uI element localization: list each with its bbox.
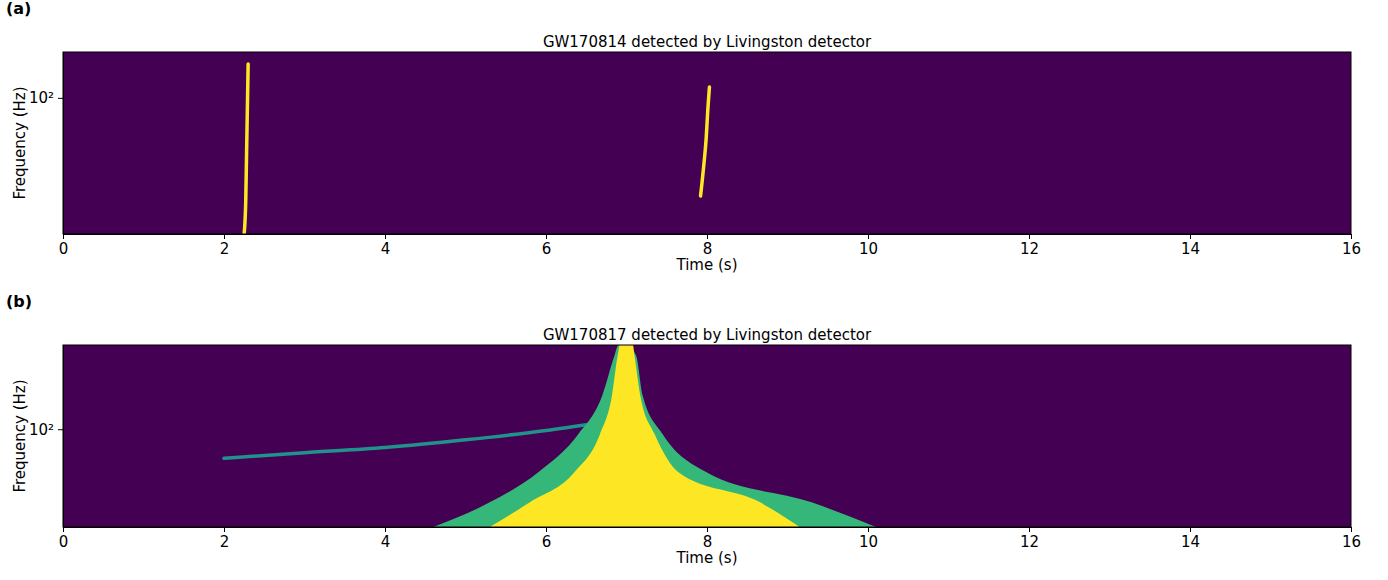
tick-mark xyxy=(58,429,63,430)
plot-frame xyxy=(63,52,1351,234)
tick-label: 16 xyxy=(1342,533,1361,551)
x-axis-title: Time (s) xyxy=(676,256,738,274)
tick-label: 0 xyxy=(59,533,69,551)
x-tick: 14 xyxy=(1181,527,1200,551)
x-tick: 6 xyxy=(542,527,552,551)
tick-label: 14 xyxy=(1181,533,1200,551)
signal-track xyxy=(244,64,248,234)
panel-label: (a) xyxy=(6,0,31,18)
x-tick: 0 xyxy=(59,527,69,551)
x-tick: 2 xyxy=(220,527,230,551)
x-tick: 2 xyxy=(220,234,230,258)
tick-mark xyxy=(63,234,64,239)
tick-mark xyxy=(868,527,869,532)
y-tick: 10² xyxy=(29,89,63,107)
x-tick: 14 xyxy=(1181,234,1200,258)
x-tick: 8 xyxy=(703,527,713,551)
axis-line xyxy=(63,346,64,528)
tick-label: 8 xyxy=(703,533,713,551)
x-tick: 12 xyxy=(1020,527,1039,551)
y-axis-title: Frequency (Hz) xyxy=(11,86,29,199)
tick-label: 4 xyxy=(381,533,391,551)
tick-mark xyxy=(58,98,63,99)
panel-title: GW170814 detected by Livingston detector xyxy=(543,33,872,51)
tick-label: 2 xyxy=(220,533,230,551)
tick-mark xyxy=(224,234,225,239)
marks xyxy=(244,64,709,234)
axis-line xyxy=(63,53,64,235)
plot-frame xyxy=(63,345,1351,527)
x-tick: 10 xyxy=(859,527,878,551)
x-tick: 8 xyxy=(703,234,713,258)
tick-label: 10 xyxy=(859,240,878,258)
tick-label: 10² xyxy=(29,421,54,439)
tick-label: 6 xyxy=(542,240,552,258)
tick-label: 6 xyxy=(542,533,552,551)
tick-mark xyxy=(868,234,869,239)
tick-mark xyxy=(1029,234,1030,239)
tick-mark xyxy=(385,527,386,532)
panel: 0 2 4 6 8 10 12 14 16 10² Time (s) Frequency (Hz) GW… xyxy=(6,0,1361,274)
tick-label: 12 xyxy=(1020,240,1039,258)
tick-mark xyxy=(707,527,708,532)
x-axis: 0 2 4 6 8 10 12 14 16 xyxy=(59,527,1361,551)
tick-mark xyxy=(1351,527,1352,532)
tick-mark xyxy=(1351,234,1352,239)
tick-mark xyxy=(1190,527,1191,532)
tick-label: 10² xyxy=(29,89,54,107)
panel-label: (b) xyxy=(6,292,32,311)
tick-label: 14 xyxy=(1181,240,1200,258)
tick-mark xyxy=(1029,527,1030,532)
tick-label: 10 xyxy=(859,533,878,551)
x-tick: 6 xyxy=(542,234,552,258)
tick-label: 2 xyxy=(220,240,230,258)
tick-mark xyxy=(1190,234,1191,239)
tick-mark xyxy=(546,527,547,532)
panel-title: GW170817 detected by Livingston detector xyxy=(543,326,872,344)
tick-label: 12 xyxy=(1020,533,1039,551)
marks xyxy=(224,345,876,527)
tick-label: 4 xyxy=(381,240,391,258)
tick-mark xyxy=(224,527,225,532)
y-axis-title: Frequency (Hz) xyxy=(11,379,29,492)
signal-area xyxy=(490,345,800,527)
y-axis: 10² xyxy=(29,346,64,528)
x-tick: 16 xyxy=(1342,234,1361,258)
figure: 0 2 4 6 8 10 12 14 16 10² Time (s) Frequency (Hz) GW… xyxy=(0,0,1388,580)
tick-label: 0 xyxy=(59,240,69,258)
y-tick: 10² xyxy=(29,421,63,439)
x-tick: 12 xyxy=(1020,234,1039,258)
tick-label: 16 xyxy=(1342,240,1361,258)
tick-mark xyxy=(707,234,708,239)
x-axis-title: Time (s) xyxy=(676,549,738,567)
signal-track xyxy=(224,423,594,458)
tick-mark xyxy=(385,234,386,239)
plot-background xyxy=(63,52,1351,234)
x-tick: 0 xyxy=(59,234,69,258)
tick-label: 8 xyxy=(703,240,713,258)
panel: 0 2 4 6 8 10 12 14 16 10² Time (s) Frequency (Hz) GW… xyxy=(6,292,1361,567)
x-tick: 10 xyxy=(859,234,878,258)
tick-mark xyxy=(546,234,547,239)
x-axis: 0 2 4 6 8 10 12 14 16 xyxy=(59,234,1361,258)
x-tick: 16 xyxy=(1342,527,1361,551)
y-axis: 10² xyxy=(29,53,64,235)
x-tick: 4 xyxy=(381,527,391,551)
x-tick: 4 xyxy=(381,234,391,258)
tick-mark xyxy=(63,527,64,532)
plot-background xyxy=(63,345,1351,527)
signal-track xyxy=(701,87,710,196)
signal-area xyxy=(433,345,876,527)
